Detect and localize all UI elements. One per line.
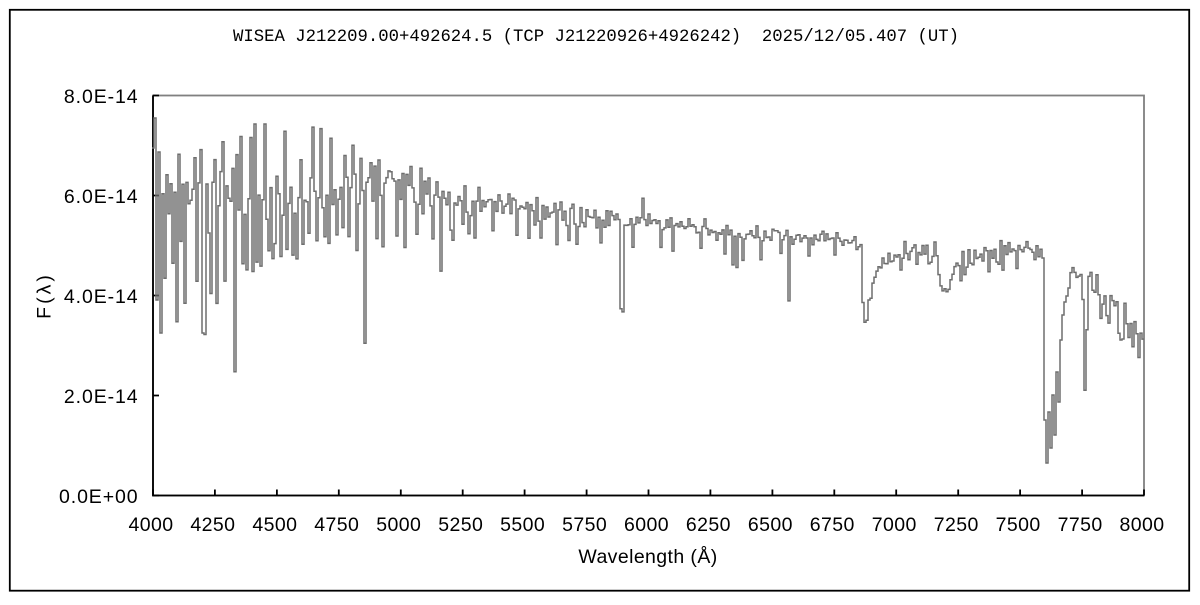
svg-text:4000: 4000	[129, 514, 174, 536]
svg-text:WISEA J212209.00+492624.5 (TCP: WISEA J212209.00+492624.5 (TCP J21220926…	[233, 28, 959, 47]
svg-text:5750: 5750	[562, 514, 607, 536]
svg-text:4750: 4750	[314, 514, 359, 536]
svg-text:6000: 6000	[624, 514, 669, 536]
svg-text:Wavelength (Å): Wavelength (Å)	[578, 545, 717, 568]
svg-text:6750: 6750	[810, 514, 855, 536]
svg-text:7750: 7750	[1058, 514, 1103, 536]
svg-text:6250: 6250	[686, 514, 731, 536]
svg-text:8.0E-14: 8.0E-14	[64, 86, 139, 108]
svg-text:8000: 8000	[1120, 514, 1165, 536]
svg-text:5500: 5500	[500, 514, 545, 536]
svg-text:7250: 7250	[934, 514, 979, 536]
svg-text:6500: 6500	[748, 514, 793, 536]
svg-text:5000: 5000	[376, 514, 421, 536]
svg-text:7500: 7500	[996, 514, 1041, 536]
svg-text:F(λ): F(λ)	[34, 272, 56, 319]
svg-text:2.0E-14: 2.0E-14	[64, 386, 139, 408]
svg-text:0.0E+00: 0.0E+00	[59, 486, 139, 508]
svg-text:4500: 4500	[252, 514, 297, 536]
svg-text:7000: 7000	[872, 514, 917, 536]
svg-text:4.0E-14: 4.0E-14	[64, 286, 139, 308]
svg-text:5250: 5250	[438, 514, 483, 536]
svg-text:4250: 4250	[190, 514, 235, 536]
svg-text:6.0E-14: 6.0E-14	[64, 186, 139, 208]
